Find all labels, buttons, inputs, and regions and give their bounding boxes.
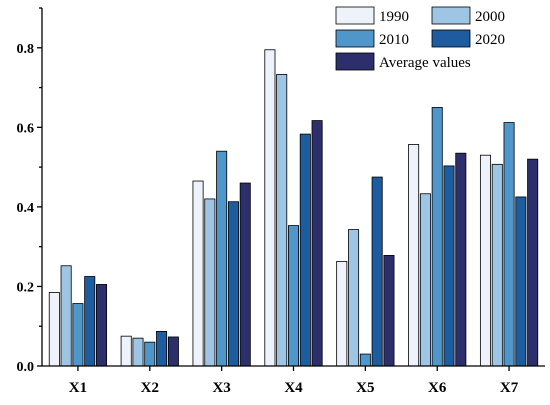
bar-x1-series-0: [48, 292, 60, 367]
bar-x2-series-3: [156, 330, 168, 367]
legend-swatch-1: [431, 6, 471, 25]
x-tick-label-x4: X4: [284, 380, 303, 396]
bar-x2-series-2: [144, 341, 156, 367]
bar-x1-series-3: [84, 276, 96, 367]
bar-x5-series-1: [348, 229, 360, 367]
legend-label-1: 2000: [475, 9, 505, 25]
bar-x5-series-0: [336, 260, 348, 367]
bar-x6-series-1: [419, 193, 431, 367]
bar-x4-series-0: [264, 49, 276, 367]
bar-x2-series-1: [132, 337, 144, 367]
y-tick-label: 0.0: [17, 360, 35, 375]
x-tick-label-x5: X5: [356, 380, 374, 396]
legend-swatch-4: [335, 52, 375, 71]
bar-x4-series-3: [299, 133, 311, 367]
bar-x6-series-0: [408, 144, 420, 367]
ticks-group: X1 X2 X3 X4 X5 X6 X7 0.0 0.2 0.4 0.6 0.8: [17, 7, 519, 396]
legend-label-3: 2020: [475, 32, 505, 48]
bar-x4-series-4: [311, 120, 323, 367]
bar-x6-series-2: [431, 107, 443, 367]
bar-x3-series-3: [227, 201, 239, 367]
bar-x4-series-1: [276, 74, 288, 367]
x-tick-label-x3: X3: [212, 380, 230, 396]
bar-x1-series-4: [96, 284, 108, 367]
legend-swatch-0: [335, 6, 375, 25]
y-tick-label: 0.8: [17, 42, 35, 57]
bar-x7-series-1: [491, 163, 503, 367]
x-tick-label-x6: X6: [428, 380, 447, 396]
legend-label-2: 2010: [379, 32, 409, 48]
bar-x3-series-1: [204, 198, 216, 367]
legend-swatch-2: [335, 29, 375, 48]
legend-label-0: 1990: [379, 9, 409, 25]
bars-group: [48, 49, 539, 367]
bar-x1-series-1: [60, 265, 72, 367]
bar-x6-series-4: [455, 152, 467, 367]
legend-label-4: Average values: [379, 55, 471, 71]
y-tick-label: 0.6: [17, 121, 35, 136]
x-tick-label-x1: X1: [69, 380, 87, 396]
bar-x5-series-3: [371, 176, 383, 367]
bar-x7-series-3: [515, 196, 527, 367]
bar-x2-series-4: [167, 336, 179, 367]
bar-x3-series-4: [239, 182, 251, 367]
y-tick-label: 0.2: [17, 280, 35, 295]
bar-x4-series-2: [287, 225, 299, 367]
x-tick-label-x7: X7: [500, 380, 519, 396]
bar-x1-series-2: [72, 303, 84, 367]
bar-x3-series-0: [192, 180, 204, 367]
bar-x2-series-0: [120, 335, 132, 367]
bar-x3-series-2: [216, 150, 228, 367]
bar-x5-series-2: [359, 353, 371, 367]
bar-x7-series-4: [527, 158, 539, 367]
legend-swatch-3: [431, 29, 471, 48]
bar-x5-series-4: [383, 255, 395, 367]
bar-x6-series-3: [443, 165, 455, 367]
x-tick-label-x2: X2: [141, 380, 159, 396]
bar-x7-series-2: [503, 122, 515, 367]
y-tick-label: 0.4: [17, 201, 35, 216]
bar-x7-series-0: [479, 154, 491, 367]
